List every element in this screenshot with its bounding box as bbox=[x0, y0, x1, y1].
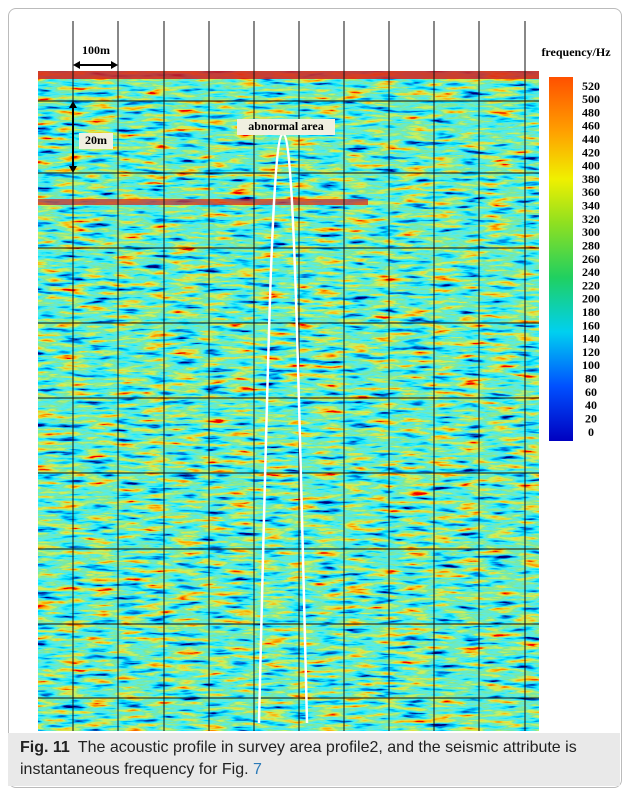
colorbar-tick-label: 160 bbox=[582, 318, 600, 332]
caption-text: The acoustic profile in survey area prof… bbox=[20, 739, 577, 778]
colorbar-tick-label: 440 bbox=[582, 132, 600, 146]
colorbar-tick-label: 520 bbox=[582, 79, 600, 93]
colorbar-tick-label: 340 bbox=[582, 199, 600, 213]
colorbar-tick-label: 40 bbox=[585, 398, 597, 412]
colorbar-tick-label: 0 bbox=[588, 425, 594, 439]
colorbar-tick-label: 180 bbox=[582, 305, 600, 319]
colorbar-title: frequency/Hz bbox=[541, 45, 611, 59]
colorbar bbox=[549, 77, 573, 441]
colorbar-tick-label: 200 bbox=[582, 292, 600, 306]
red-band bbox=[38, 71, 539, 79]
colorbar-tick-label: 460 bbox=[582, 119, 600, 133]
colorbar-tick-label: 360 bbox=[582, 185, 600, 199]
colorbar-tick-label: 120 bbox=[582, 345, 600, 359]
caption-label: Fig. 11 bbox=[20, 739, 70, 756]
colorbar-tick-label: 300 bbox=[582, 225, 600, 239]
colorbar-tick-label: 100 bbox=[582, 358, 600, 372]
figure: abnormal area 100m 20m frequency/Hz 5205… bbox=[9, 9, 621, 787]
scale-vertical: 20m bbox=[85, 133, 107, 147]
colorbar-tick-label: 380 bbox=[582, 172, 600, 186]
colorbar-tick-label: 400 bbox=[582, 159, 600, 173]
colorbar-tick-label: 80 bbox=[585, 372, 597, 386]
colorbar-tick-label: 260 bbox=[582, 252, 600, 266]
colorbar-tick-label: 240 bbox=[582, 265, 600, 279]
colorbar-tick-label: 280 bbox=[582, 238, 600, 252]
colorbar-tick-label: 20 bbox=[585, 411, 597, 425]
scale-horizontal: 100m bbox=[82, 43, 110, 57]
colorbar-tick-label: 220 bbox=[582, 278, 600, 292]
seismic-section bbox=[38, 71, 539, 731]
colorbar-tick-label: 480 bbox=[582, 105, 600, 119]
colorbar-tick-label: 420 bbox=[582, 145, 600, 159]
colorbar-tick-label: 140 bbox=[582, 332, 600, 346]
colorbar-tick-label: 320 bbox=[582, 212, 600, 226]
annotation: abnormal area bbox=[248, 119, 323, 133]
figure-link[interactable]: 7 bbox=[253, 761, 262, 778]
colorbar-tick-label: 60 bbox=[585, 385, 597, 399]
page: abnormal area 100m 20m frequency/Hz 5205… bbox=[0, 0, 629, 795]
colorbar-tick-label: 500 bbox=[582, 92, 600, 106]
red-band bbox=[38, 199, 368, 205]
